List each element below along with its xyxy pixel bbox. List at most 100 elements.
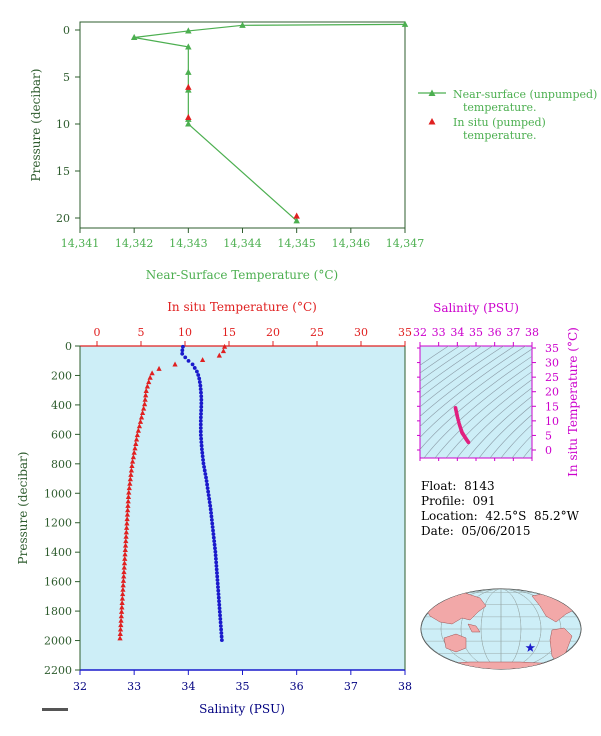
salinity-point (196, 373, 200, 377)
density-contour (523, 336, 601, 458)
near-surface-y-tick-label: 5 (63, 71, 70, 84)
pressure-tick-label: 1200 (44, 517, 72, 530)
temperature-tick-label: 20 (266, 326, 280, 339)
near-surface-legend: Near-surface (unpumped) temperature. In … (418, 88, 601, 142)
salinity-point (199, 391, 203, 395)
ts-salinity-tick-label: 32 (413, 326, 427, 339)
near-surface-x-tick-label: 14,346 (332, 237, 371, 250)
temperature-tick-label: 10 (178, 326, 192, 339)
salinity-point (180, 352, 184, 356)
ts-x-axis-label: Salinity (PSU) (433, 301, 519, 315)
profile-label: Profile: (421, 494, 465, 508)
salinity-point (217, 599, 221, 603)
salinity-point (199, 405, 203, 409)
salinity-point (215, 571, 219, 575)
float-value: 8143 (464, 479, 495, 493)
salinity-point (210, 518, 214, 522)
near-surface-y-tick-label: 0 (63, 24, 70, 37)
ts-point (457, 420, 461, 424)
salinity-tick-label: 35 (236, 680, 250, 693)
salinity-point (220, 638, 224, 642)
salinity-point (212, 532, 216, 536)
salinity-point (187, 359, 191, 363)
salinity-tick-label: 34 (181, 680, 195, 693)
temperature-tick-label: 0 (94, 326, 101, 339)
pressure-tick-label: 1000 (44, 487, 72, 500)
salinity-point (199, 412, 203, 416)
salinity-point (198, 380, 202, 384)
salinity-point (191, 363, 195, 367)
salinity-point (199, 426, 203, 430)
temperature-tick-label: 35 (398, 326, 412, 339)
ts-temperature-tick-label: 10 (545, 415, 559, 428)
ts-temperature-tick-label: 5 (545, 429, 552, 442)
profile-y-axis-label: Pressure (decibar) (16, 452, 30, 565)
location-value: 42.5°S 85.2°W (485, 509, 579, 523)
pressure-tick-label: 1400 (44, 546, 72, 559)
ts-temperature-tick-label: 15 (545, 400, 559, 413)
salinity-point (201, 454, 205, 458)
pressure-tick-label: 2200 (44, 664, 72, 677)
salinity-point (193, 366, 197, 370)
near-surface-x-tick-label: 14,341 (61, 237, 100, 250)
ts-temperature-tick-label: 35 (545, 342, 559, 355)
salinity-point (204, 476, 208, 480)
salinity-point (219, 624, 223, 628)
profile-value: 091 (473, 494, 496, 508)
salinity-point (214, 560, 218, 564)
salinity-point (211, 529, 215, 533)
salinity-point (199, 440, 203, 444)
salinity-point (213, 546, 217, 550)
salinity-point (215, 564, 219, 568)
pressure-tick-label: 0 (65, 340, 72, 353)
salinity-point (199, 416, 203, 420)
salinity-point (218, 606, 222, 610)
salinity-point (199, 430, 203, 434)
salinity-point (199, 408, 203, 412)
pressure-tick-label: 800 (51, 458, 72, 471)
ts-temperature-tick-label: 30 (545, 357, 559, 370)
ts-salinity-tick-label: 37 (506, 326, 520, 339)
salinity-point (215, 575, 219, 579)
salinity-point (208, 500, 212, 504)
location-label: Location: (421, 509, 478, 523)
legend-label-pumped: In situ (pumped) temperature. (453, 116, 549, 142)
date-info: Date: 05/06/2015 (421, 524, 531, 538)
pressure-tick-label: 2000 (44, 635, 72, 648)
salinity-point (199, 433, 203, 437)
ts-salinity-tick-label: 38 (525, 326, 539, 339)
pressure-ticks: 0200400600800100012001400160018002000220… (44, 340, 80, 677)
salinity-tick-label: 38 (398, 680, 412, 693)
salinity-point (216, 582, 220, 586)
profile-info: Profile: 091 (421, 494, 496, 508)
salinity-point (200, 444, 204, 448)
salinity-point (199, 423, 203, 427)
legend-label-pumped-line2: temperature. (463, 129, 537, 142)
temperature-axis-label: In situ Temperature (°C) (167, 300, 317, 314)
salinity-point (216, 589, 220, 593)
salinity-tick-label: 37 (344, 680, 358, 693)
near-surface-x-tick-label: 14,344 (223, 237, 262, 250)
salinity-point (207, 493, 211, 497)
profile-plot-background (80, 346, 405, 670)
near-surface-x-axis-label: Near-Surface Temperature (°C) (146, 268, 338, 282)
salinity-point (207, 497, 211, 501)
salinity-point (205, 479, 209, 483)
ts-salinity-tick-label: 33 (432, 326, 446, 339)
salinity-point (212, 539, 216, 543)
salinity-point (218, 617, 222, 621)
salinity-tick-label: 33 (127, 680, 141, 693)
legend-label-unpumped: Near-surface (unpumped) temperature. (453, 88, 601, 114)
salinity-point (206, 486, 210, 490)
ts-temperature-tick-label: 25 (545, 371, 559, 384)
near-surface-x-tick-label: 14,342 (115, 237, 154, 250)
date-value: 05/06/2015 (461, 524, 530, 538)
temperature-tick-label: 30 (354, 326, 368, 339)
salinity-point (199, 419, 203, 423)
